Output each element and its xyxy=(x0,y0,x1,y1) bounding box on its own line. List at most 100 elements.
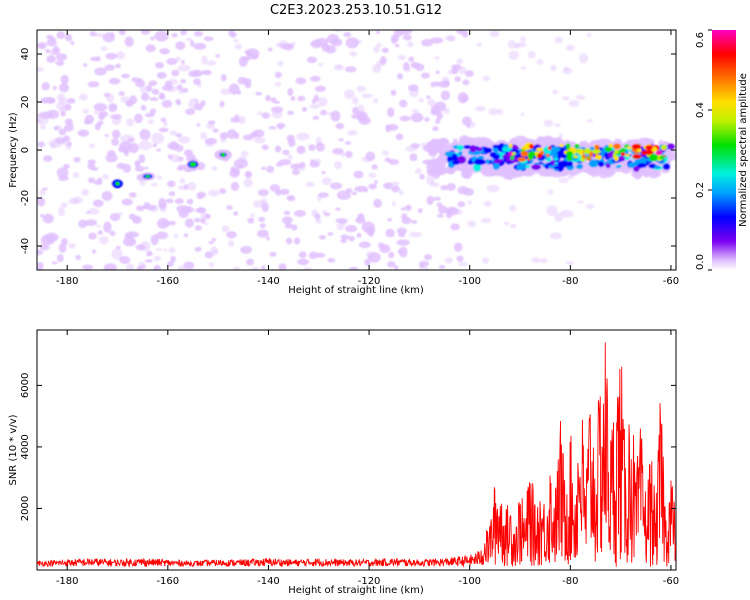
heatmap-cell xyxy=(208,261,215,268)
heatmap-cell xyxy=(382,116,396,126)
heatmap-cell xyxy=(145,44,156,53)
heatmap-y-ticks: -40 -20 0 20 40 xyxy=(20,48,676,254)
heatmap-cell xyxy=(402,62,410,71)
heatmap-cell xyxy=(575,165,581,169)
heatmap-cell xyxy=(463,167,473,179)
heatmap-cell xyxy=(264,239,273,250)
heatmap-cell xyxy=(614,156,619,162)
heatmap-cell xyxy=(407,118,414,127)
heatmap-cell xyxy=(453,242,463,252)
heatmap-cell xyxy=(53,126,60,131)
heatmap-cell xyxy=(203,36,214,42)
heatmap-cell xyxy=(475,47,485,53)
heatmap-cell xyxy=(281,216,293,224)
heatmap-cell xyxy=(505,167,515,181)
heatmap-cell xyxy=(234,97,247,109)
heatmap-cell xyxy=(619,148,627,153)
heatmap-cell xyxy=(60,202,68,208)
heatmap-cell xyxy=(176,222,184,228)
heatmap-cell xyxy=(560,209,574,218)
heatmap-cell xyxy=(345,37,359,49)
heatmap-cell xyxy=(340,200,348,206)
heatmap-cell xyxy=(435,142,442,150)
heatmap-cell xyxy=(149,97,159,102)
heatmap-cell xyxy=(284,222,293,229)
heatmap-cell xyxy=(78,219,88,228)
heatmap-cell xyxy=(386,124,399,131)
heatmap-cell xyxy=(476,42,483,48)
heatmap-cell xyxy=(457,201,466,208)
heatmap-cell xyxy=(399,115,411,122)
heatmap-cell xyxy=(576,94,586,100)
heatmap-cell xyxy=(37,42,47,50)
heatmap-cell xyxy=(343,31,352,38)
heatmap-cell xyxy=(654,165,661,169)
heatmap-cell xyxy=(261,166,267,171)
heatmap-cell xyxy=(459,214,470,220)
heatmap-cell xyxy=(67,60,76,69)
heatmap-cell xyxy=(275,140,283,148)
heatmap-cell xyxy=(217,60,226,68)
heatmap-cell xyxy=(171,32,178,38)
heatmap-cell xyxy=(519,36,527,42)
heatmap-cell xyxy=(329,78,340,87)
colorbar-tick-label: 0.0 xyxy=(695,254,706,270)
heatmap-cell xyxy=(472,163,482,172)
heatmap-cell xyxy=(501,147,513,152)
heatmap-cell xyxy=(318,192,329,198)
heatmap-cell xyxy=(100,85,108,93)
heatmap-cell xyxy=(201,166,214,176)
heatmap-cell xyxy=(430,231,440,241)
heatmap-cell xyxy=(104,64,115,71)
heatmap-cell xyxy=(241,126,252,137)
snr-ylabel: SNR (10 * v/v) xyxy=(8,414,19,485)
heatmap-cell xyxy=(458,151,463,156)
heatmap-cell xyxy=(235,233,244,242)
heatmap-cell xyxy=(175,133,183,138)
heatmap-cell xyxy=(149,108,157,115)
heatmap-cell xyxy=(444,230,454,238)
snr-panel: -180 -160 -140 -120 -100 -80 -60 200040006000 … xyxy=(8,329,679,596)
heatmap-cell xyxy=(391,201,396,207)
heatmap-cell xyxy=(305,167,312,173)
heatmap-cell xyxy=(398,246,408,258)
heatmap-cell xyxy=(605,146,612,153)
heatmap-cell xyxy=(299,222,307,228)
heatmap-cell xyxy=(97,230,103,235)
heatmap-cell xyxy=(189,162,197,167)
heatmap-cell xyxy=(157,154,167,159)
heatmap-cell xyxy=(144,259,153,263)
heatmap-cell xyxy=(435,48,447,57)
heatmap-cell xyxy=(168,220,176,226)
heatmap-cell xyxy=(134,113,143,124)
heatmap-cell xyxy=(474,158,486,166)
heatmap-cell xyxy=(274,145,282,153)
heatmap-cell xyxy=(343,116,355,126)
heatmap-cell xyxy=(50,142,57,149)
heatmap-cell xyxy=(315,229,330,238)
heatmap-cell xyxy=(227,64,236,76)
heatmap-cell xyxy=(594,144,600,150)
heatmap-cell xyxy=(46,38,57,47)
heatmap-cell xyxy=(193,31,204,37)
heatmap-cell xyxy=(245,172,251,177)
heatmap-cell xyxy=(353,170,364,179)
heatmap-cell xyxy=(435,81,440,87)
heatmap-cell xyxy=(265,236,270,241)
heatmap-cell xyxy=(138,140,153,151)
heatmap-cell xyxy=(287,115,297,122)
heatmap-cell xyxy=(406,41,414,48)
heatmap-cell xyxy=(631,143,642,150)
heatmap-cell xyxy=(349,51,358,57)
heatmap-cell xyxy=(413,159,423,167)
heatmap-cell xyxy=(466,123,471,129)
heatmap-cell xyxy=(565,143,571,148)
heatmap-cell xyxy=(262,174,278,186)
heatmap-cell xyxy=(243,178,253,188)
heatmap-cell xyxy=(116,51,126,60)
heatmap-cell xyxy=(438,245,446,254)
heatmap-cell xyxy=(109,32,115,38)
heatmap-cell xyxy=(549,146,561,153)
heatmap-cell xyxy=(481,133,489,138)
heatmap-cell xyxy=(271,208,285,214)
